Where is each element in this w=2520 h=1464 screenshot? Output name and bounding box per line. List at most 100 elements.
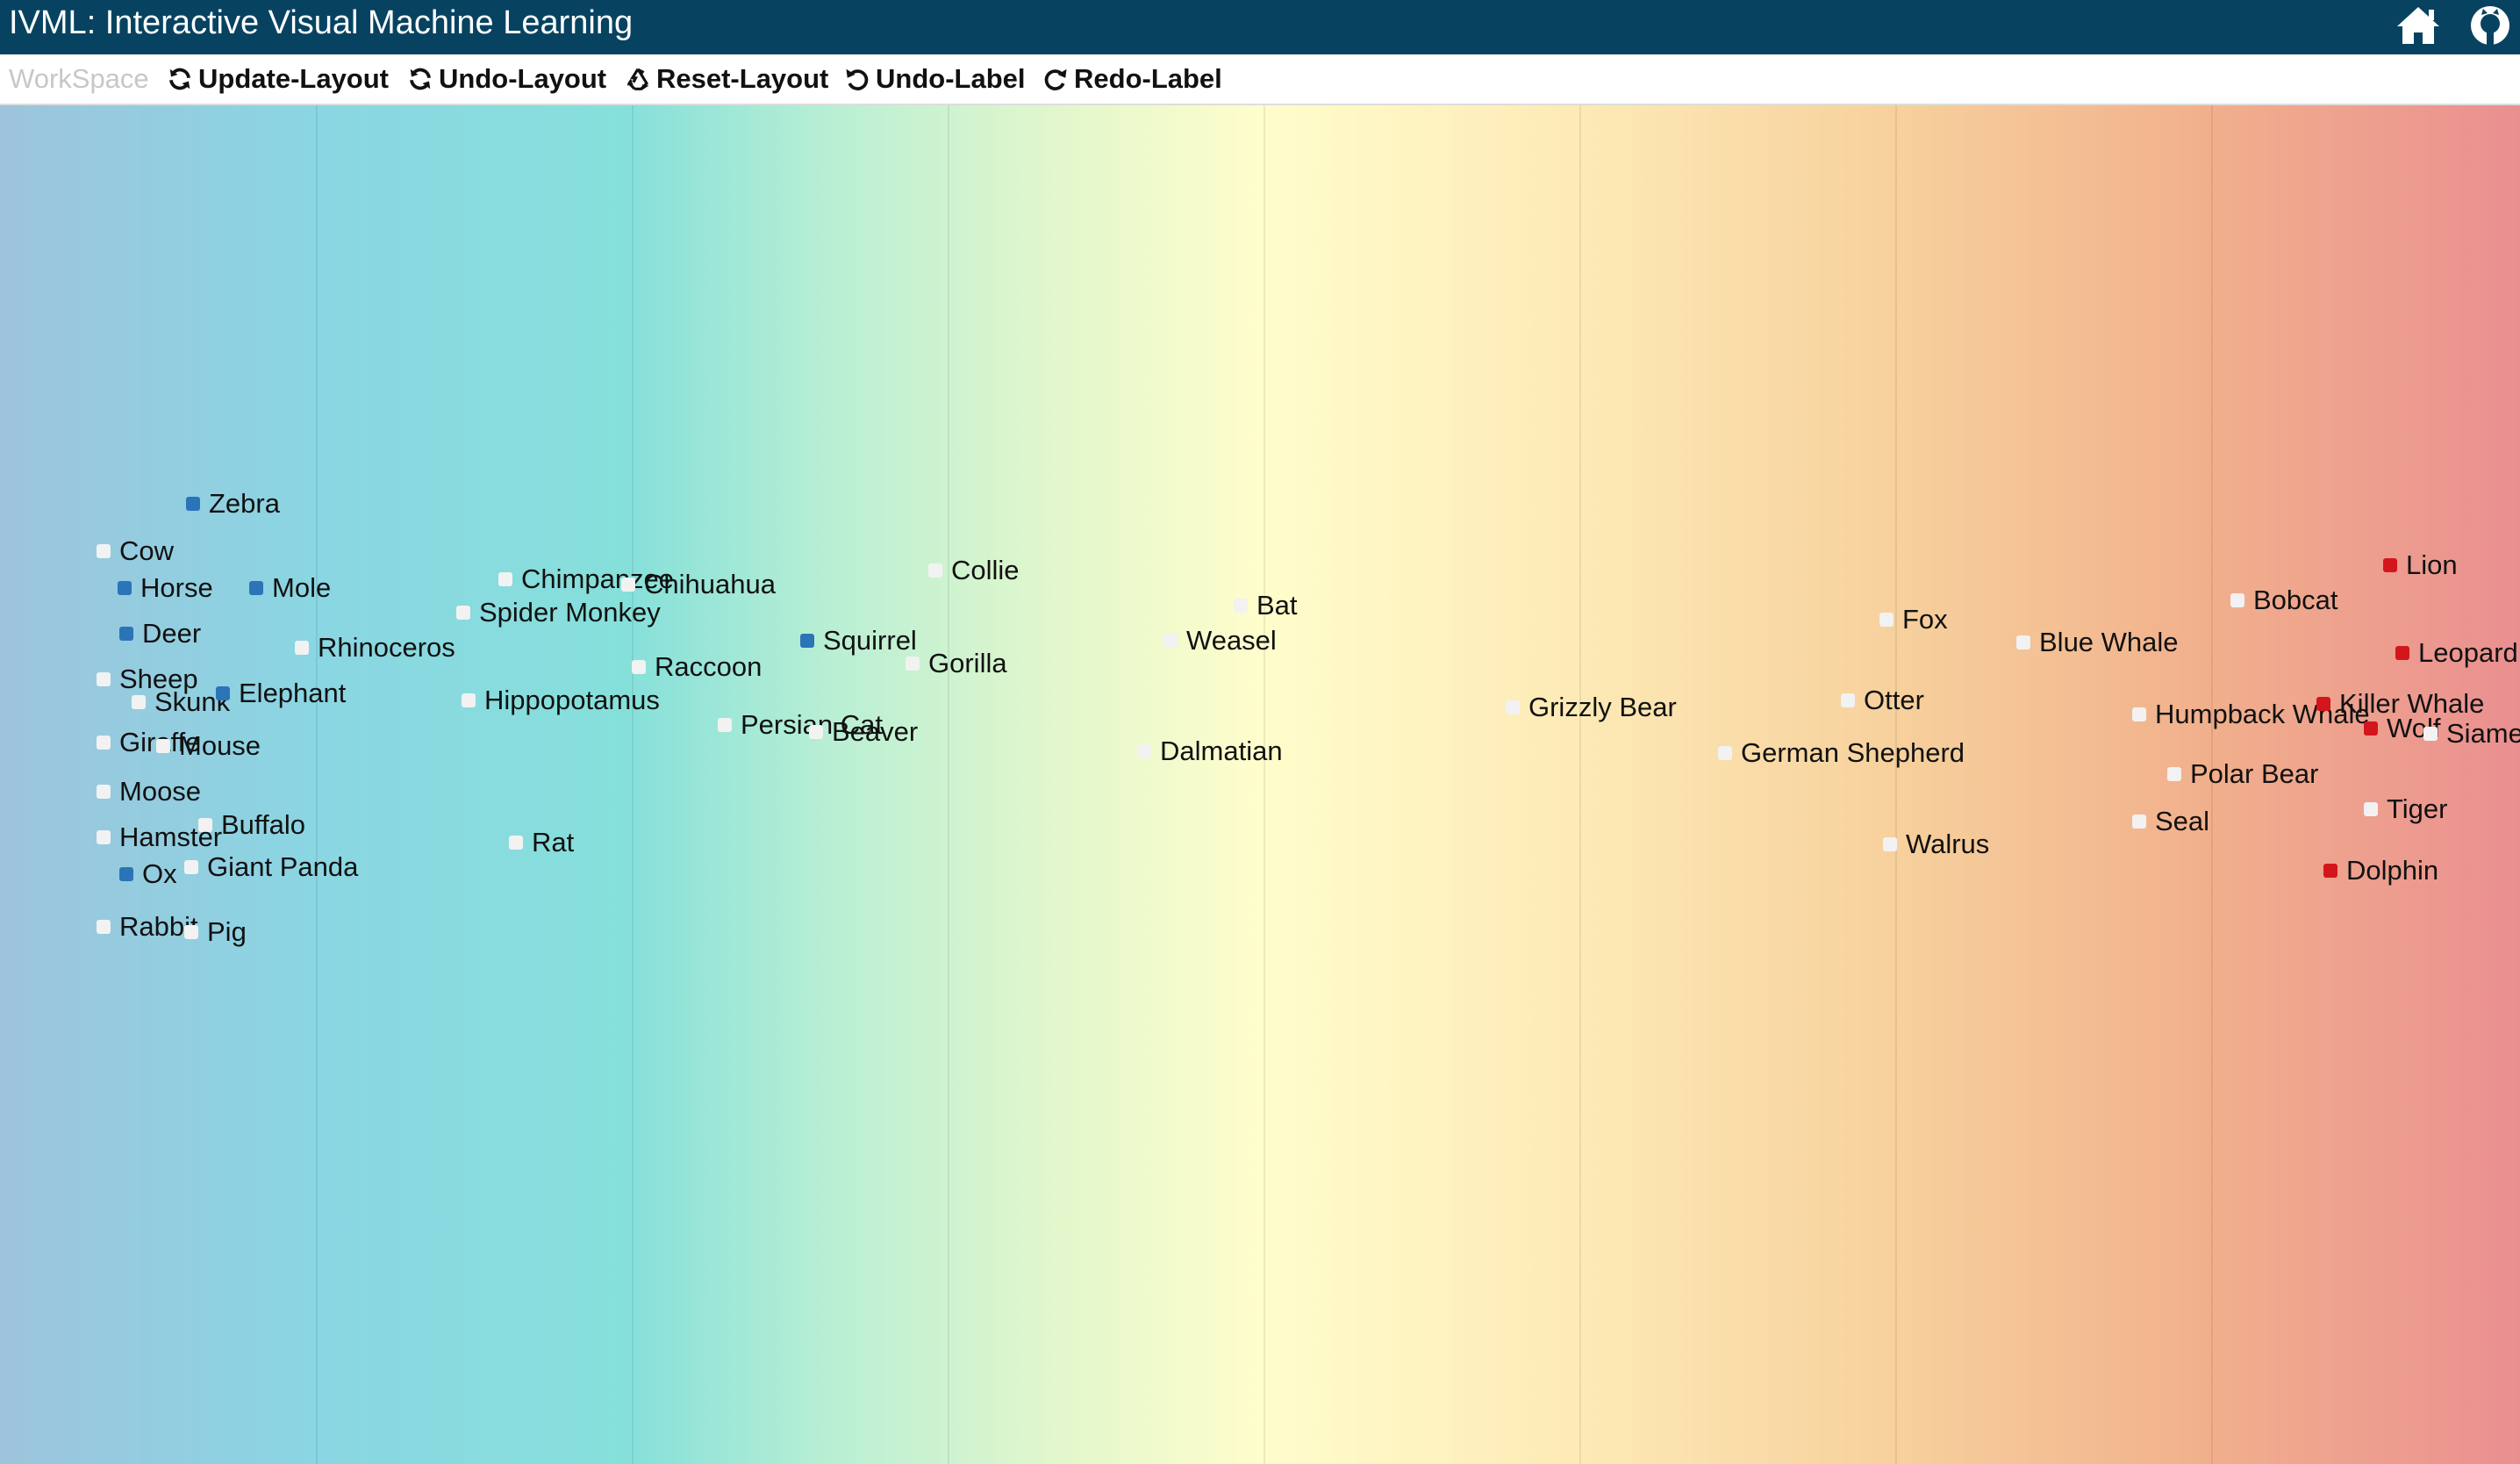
update-layout-button[interactable]: Update-Layout — [167, 61, 389, 97]
data-point-fox[interactable]: Fox — [1879, 606, 1948, 634]
github-icon[interactable] — [2464, 2, 2513, 47]
data-point-walrus[interactable]: Walrus — [1883, 830, 1989, 858]
point-marker[interactable] — [118, 581, 132, 595]
data-point-polar-bear[interactable]: Polar Bear — [2167, 760, 2318, 788]
point-marker[interactable] — [809, 725, 823, 739]
data-point-bat[interactable]: Bat — [1234, 592, 1298, 620]
data-point-siamese-cat[interactable]: Siamese Cat — [2423, 720, 2520, 748]
data-point-mouse[interactable]: Mouse — [156, 732, 261, 760]
data-point-gorilla[interactable]: Gorilla — [906, 649, 1007, 678]
point-marker[interactable] — [156, 739, 170, 753]
point-marker[interactable] — [2364, 721, 2378, 736]
data-point-squirrel[interactable]: Squirrel — [800, 627, 917, 655]
point-marker[interactable] — [2323, 864, 2337, 878]
point-marker[interactable] — [1879, 613, 1894, 627]
data-point-cow[interactable]: Cow — [97, 537, 174, 565]
point-marker[interactable] — [2167, 767, 2181, 781]
point-marker[interactable] — [132, 695, 146, 709]
data-point-hamster[interactable]: Hamster — [97, 823, 222, 851]
point-marker[interactable] — [456, 606, 470, 620]
data-point-mole[interactable]: Mole — [249, 574, 331, 602]
data-point-moose[interactable]: Moose — [97, 778, 201, 806]
point-marker[interactable] — [2364, 802, 2378, 816]
point-marker[interactable] — [2383, 558, 2397, 572]
data-point-raccoon[interactable]: Raccoon — [632, 653, 762, 681]
data-point-beaver[interactable]: Beaver — [809, 718, 918, 746]
point-marker[interactable] — [2395, 646, 2409, 660]
point-marker[interactable] — [621, 578, 635, 592]
point-marker[interactable] — [1234, 599, 1248, 613]
point-marker[interactable] — [2423, 727, 2438, 741]
point-marker[interactable] — [2132, 707, 2146, 721]
point-marker[interactable] — [119, 867, 133, 881]
data-point-otter[interactable]: Otter — [1841, 686, 1924, 714]
data-point-deer[interactable]: Deer — [119, 620, 201, 648]
data-point-humpback-whale[interactable]: Humpback Whale — [2132, 700, 2370, 728]
data-point-tiger[interactable]: Tiger — [2364, 795, 2447, 823]
data-point-collie[interactable]: Collie — [928, 556, 1020, 585]
data-point-seal[interactable]: Seal — [2132, 807, 2209, 836]
point-marker[interactable] — [509, 836, 523, 850]
data-point-chimpanzee[interactable]: Chimpanzee — [498, 565, 674, 593]
point-marker[interactable] — [216, 686, 230, 700]
data-point-leopard[interactable]: Leopard — [2395, 639, 2518, 667]
point-marker[interactable] — [97, 736, 111, 750]
data-point-dalmatian[interactable]: Dalmatian — [1137, 737, 1283, 765]
point-marker[interactable] — [97, 544, 111, 558]
point-marker[interactable] — [906, 657, 920, 671]
data-point-rabbit[interactable]: Rabbit — [97, 913, 198, 941]
data-point-chihuahua[interactable]: Chihuahua — [621, 571, 776, 599]
data-point-grizzly-bear[interactable]: Grizzly Bear — [1506, 693, 1677, 721]
point-marker[interactable] — [2316, 697, 2330, 711]
data-point-buffalo[interactable]: Buffalo — [198, 811, 305, 839]
home-icon[interactable] — [2394, 2, 2443, 47]
point-marker[interactable] — [186, 497, 200, 511]
data-point-spider-monkey[interactable]: Spider Monkey — [456, 599, 661, 627]
data-point-weasel[interactable]: Weasel — [1163, 627, 1277, 655]
data-point-rhinoceros[interactable]: Rhinoceros — [295, 634, 455, 662]
point-marker[interactable] — [1163, 634, 1178, 648]
point-marker[interactable] — [97, 920, 111, 934]
point-marker[interactable] — [184, 860, 198, 874]
undo-layout-button[interactable]: Undo-Layout — [407, 61, 606, 97]
data-point-zebra[interactable]: Zebra — [186, 490, 280, 518]
point-marker[interactable] — [498, 572, 512, 586]
data-point-persian-cat[interactable]: Persian Cat — [718, 711, 883, 739]
data-point-german-shepherd[interactable]: German Shepherd — [1718, 739, 1965, 767]
data-point-pig[interactable]: Pig — [184, 918, 247, 946]
data-point-blue-whale[interactable]: Blue Whale — [2016, 628, 2179, 657]
point-marker[interactable] — [462, 693, 476, 707]
undo-label-button[interactable]: Undo-Label — [844, 61, 1026, 97]
data-point-lion[interactable]: Lion — [2383, 551, 2458, 579]
point-marker[interactable] — [119, 627, 133, 641]
data-point-bobcat[interactable]: Bobcat — [2230, 586, 2338, 614]
point-marker[interactable] — [2016, 635, 2030, 649]
point-marker[interactable] — [800, 634, 814, 648]
point-marker[interactable] — [295, 641, 309, 655]
point-marker[interactable] — [1718, 746, 1732, 760]
point-marker[interactable] — [249, 581, 263, 595]
projection-canvas[interactable]: Zebra Cow Horse Mole Deer Rhinoceros Sheep Skun… — [0, 105, 2520, 1464]
data-point-giant-panda[interactable]: Giant Panda — [184, 853, 358, 881]
point-marker[interactable] — [97, 785, 111, 799]
point-marker[interactable] — [1137, 744, 1151, 758]
data-point-dolphin[interactable]: Dolphin — [2323, 857, 2438, 885]
data-point-rat[interactable]: Rat — [509, 829, 574, 857]
point-marker[interactable] — [2230, 593, 2244, 607]
point-marker[interactable] — [928, 563, 942, 578]
reset-layout-button[interactable]: Reset-Layout — [625, 61, 828, 97]
data-point-killer-whale[interactable]: Killer Whale — [2316, 690, 2484, 718]
data-point-ox[interactable]: Ox — [119, 860, 177, 888]
point-marker[interactable] — [97, 672, 111, 686]
data-point-hippopotamus[interactable]: Hippopotamus — [462, 686, 660, 714]
point-marker[interactable] — [97, 830, 111, 844]
point-marker[interactable] — [1506, 700, 1520, 714]
point-marker[interactable] — [632, 660, 646, 674]
point-marker[interactable] — [1883, 837, 1897, 851]
point-marker[interactable] — [184, 925, 198, 939]
point-marker[interactable] — [1841, 693, 1855, 707]
data-point-elephant[interactable]: Elephant — [216, 679, 346, 707]
redo-label-button[interactable]: Redo-Label — [1042, 61, 1222, 97]
point-marker[interactable] — [2132, 815, 2146, 829]
point-marker[interactable] — [718, 718, 732, 732]
